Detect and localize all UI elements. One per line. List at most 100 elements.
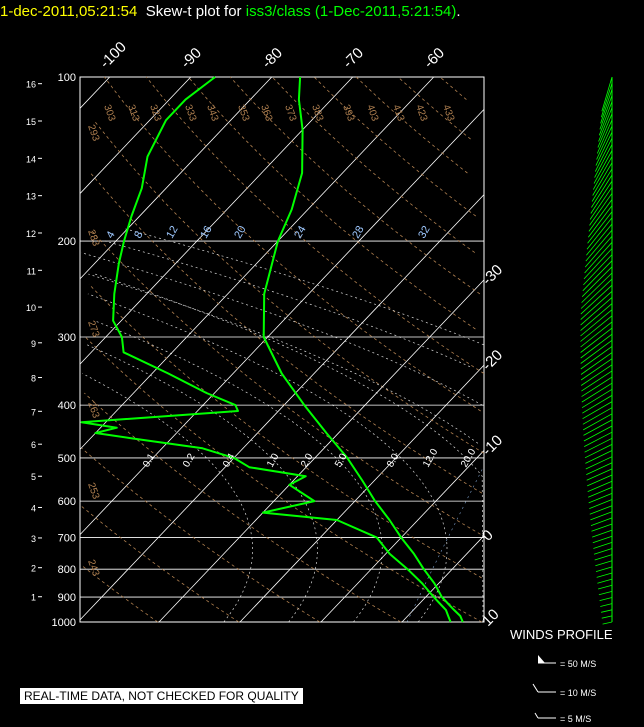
wind-barb: [600, 82, 613, 118]
wind-barb: [589, 505, 613, 515]
isotherm-line: [401, 535, 485, 623]
wind-barb: [593, 150, 613, 184]
wind-barb: [580, 327, 613, 353]
mixing-ratio-label: 8: [132, 229, 145, 240]
wind-barb: [589, 499, 613, 509]
wind-barb: [586, 223, 613, 256]
dry-adiabat-label-text: 423: [413, 103, 429, 123]
wind-barb: [584, 235, 613, 268]
height-tick-label: 14: [26, 154, 36, 164]
wind-barb: [594, 554, 613, 561]
isotherm-right-label-text: -10: [479, 432, 506, 459]
moist-adiabat-line: [81, 252, 483, 406]
isotherm-line: [79, 76, 435, 450]
wind-barb: [595, 560, 613, 567]
moist-adiabat-label: 5.0: [333, 451, 350, 469]
wind-barb: [596, 119, 613, 154]
wind-barb: [584, 437, 613, 453]
wind-barb: [587, 474, 613, 487]
dry-adiabat-label: 343: [204, 103, 220, 123]
wind-barb: [593, 548, 613, 555]
dry-adiabat-label: 303: [101, 103, 117, 123]
height-tick-label: 13: [26, 192, 36, 202]
dry-adiabat-label-text: 363: [258, 103, 274, 123]
wind-barb: [595, 566, 613, 572]
wind-barb: [580, 321, 613, 348]
moist-adiabat-label-text: 0.2: [181, 451, 198, 469]
plot-frame: [79, 76, 485, 623]
dry-adiabat-label: 363: [258, 103, 274, 123]
dry-adiabat-label-text: 273: [85, 319, 101, 339]
mixing-ratio-label: 12: [164, 224, 181, 241]
pressure-tick-label: 900: [58, 592, 76, 604]
dry-adiabat-label-text: 303: [101, 103, 117, 123]
pressure-tick-label: 500: [58, 453, 76, 465]
dry-adiabat-line: [79, 504, 240, 623]
dry-adiabat-label: 293: [85, 123, 101, 143]
dry-adiabat-label-text: 403: [364, 103, 380, 123]
isotherm-right-label: -10: [479, 432, 506, 459]
dry-adiabat-label: 263: [85, 400, 101, 420]
dry-adiabat-line: [439, 76, 467, 100]
wind-barb: [583, 425, 613, 442]
wind-barb: [587, 205, 613, 238]
isotherm-right-label-text: -30: [479, 261, 506, 288]
dry-adiabat-line: [82, 565, 159, 623]
wind-barb: [588, 486, 613, 498]
isotherm-line: [79, 76, 111, 109]
moist-adiabat-label-text: 0.1: [141, 451, 158, 469]
wind-barb: [598, 101, 613, 136]
wind-barb: [580, 291, 613, 320]
wind-barb: [580, 309, 613, 337]
wind-legend-pennant: [538, 655, 545, 663]
data-quality-disclaimer: REAL-TIME DATA, NOT CHECKED FOR QUALITY: [20, 688, 303, 704]
isotherm-line: [239, 364, 485, 623]
wind-barb: [602, 621, 613, 625]
dry-adiabat-label-text: 293: [85, 123, 101, 143]
wind-legend-barb: [532, 683, 539, 693]
wind-barb: [580, 315, 613, 342]
wind-barb: [597, 578, 613, 584]
dry-adiabat-label-text: 433: [440, 103, 456, 123]
dry-adiabat-label: 273: [85, 319, 101, 339]
wind-barb: [601, 76, 613, 112]
mixing-ratio-label: 24: [292, 224, 309, 241]
mixing-ratio-label-text: 20: [232, 224, 249, 241]
dry-adiabat-label-text: 313: [125, 103, 141, 123]
height-tick-label: 1: [31, 593, 36, 603]
dry-adiabat-label: 433: [440, 103, 456, 123]
height-tick-label: 11: [27, 266, 36, 276]
dry-adiabat-line: [187, 76, 476, 330]
isotherm-top-label: -70: [340, 44, 367, 71]
isotherm-line: [79, 194, 485, 621]
wind-barb: [587, 480, 613, 492]
dry-adiabat-label-text: 393: [340, 103, 356, 123]
dry-adiabat-line: [313, 76, 477, 217]
height-tick-label: 4: [31, 503, 36, 513]
mixing-ratio-label: 16: [198, 224, 215, 241]
dry-adiabat-label-text: 283: [85, 228, 101, 248]
isotherm-right-label: -30: [479, 261, 506, 288]
temperature-trace: [262, 76, 464, 623]
title-dataset: iss3/class (1-Dec-2011,5:21:54): [245, 3, 457, 20]
pressure-tick-label: 700: [58, 533, 76, 545]
wind-barb: [584, 242, 613, 274]
mixing-ratio-label-text: 28: [350, 224, 367, 241]
wind-barb: [594, 144, 613, 178]
wind-barb: [592, 162, 613, 196]
wind-barb: [598, 107, 613, 142]
isotherm-top-label-text: -100: [97, 39, 130, 72]
wind-barb: [585, 450, 613, 464]
dry-adiabat-label: 333: [182, 103, 198, 123]
wind-barb: [600, 89, 613, 124]
height-tick-label: 7: [31, 407, 36, 417]
dry-adiabat-label: 373: [282, 103, 298, 123]
wind-barb: [587, 211, 613, 244]
wind-barb: [583, 248, 613, 280]
wind-barb: [586, 462, 613, 475]
isotherm-line: [320, 450, 485, 623]
wind-barb: [581, 382, 613, 403]
axis-layer: 1002003004005006007008009001000123456789…: [26, 39, 506, 630]
height-tick-label: 10: [26, 303, 36, 313]
wind-barb: [580, 346, 613, 370]
